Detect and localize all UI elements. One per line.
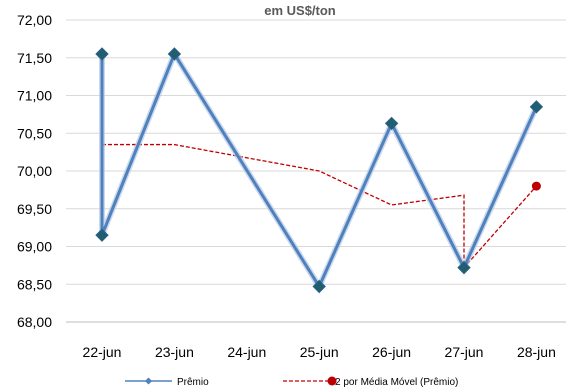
x-tick-label: 24-jun — [227, 344, 266, 360]
y-tick-label: 72,00 — [17, 12, 52, 28]
legend-label-premio: Prêmio — [177, 377, 209, 388]
legend-label-media-movel: 2 por Média Móvel (Prêmio) — [335, 377, 458, 388]
data-point-premio — [529, 100, 544, 114]
y-tick-label: 71,00 — [17, 88, 52, 104]
x-axis-ticks: 22-jun 23-jun 24-jun 25-jun 26-jun 27-jun 28-j… — [83, 344, 556, 360]
x-tick-label: 25-jun — [300, 344, 339, 360]
data-point-premio — [457, 260, 471, 275]
data-point-premio — [384, 116, 399, 131]
series-layer — [95, 47, 544, 294]
legend-marker-premio — [145, 377, 152, 385]
data-point-premio — [312, 279, 326, 294]
y-tick-label: 71,50 — [17, 50, 52, 66]
data-point-premio — [95, 228, 109, 242]
y-tick-label: 68,50 — [17, 276, 52, 292]
x-tick-label: 27-jun — [445, 344, 484, 360]
x-tick-label: 22-jun — [83, 344, 122, 360]
y-axis-ticks: 68,00 68,50 69,00 69,50 70,00 70,50 71,00 71,50… — [17, 12, 52, 330]
legend-marker-media-movel — [327, 376, 337, 386]
x-tick-label: 23-jun — [155, 344, 194, 360]
y-tick-label: 70,50 — [17, 125, 52, 141]
x-tick-label: 26-jun — [372, 344, 411, 360]
legend: Prêmio 2 por Média Móvel (Prêmio) — [125, 376, 458, 388]
data-point-premio — [95, 47, 109, 61]
series-line-premio — [100, 52, 538, 289]
y-tick-label: 69,50 — [17, 201, 52, 217]
y-tick-label: 68,00 — [17, 314, 52, 330]
data-point-media-movel — [531, 181, 541, 191]
y-tick-label: 70,00 — [17, 163, 52, 179]
data-point-premio — [167, 47, 182, 61]
chart-title: em US$/ton — [264, 3, 336, 18]
x-tick-label: 28-jun — [517, 344, 556, 360]
y-tick-label: 69,00 — [17, 239, 52, 255]
